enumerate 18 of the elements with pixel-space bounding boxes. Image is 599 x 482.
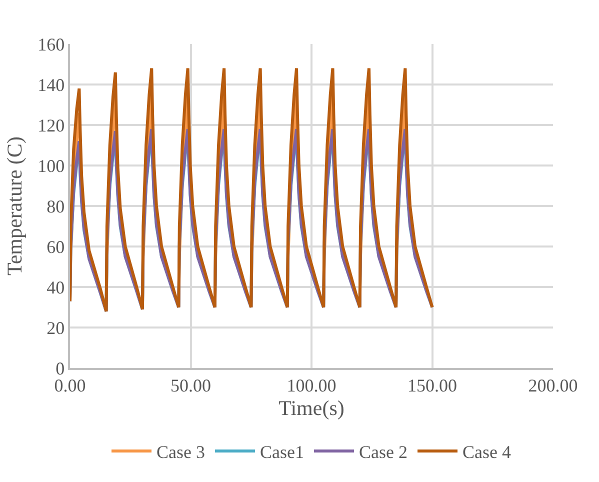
y-tick-label: 60 — [46, 236, 65, 257]
legend-label: Case1 — [260, 442, 304, 462]
y-tick-label: 160 — [38, 34, 65, 54]
x-tick-label: 200.00 — [528, 375, 578, 396]
x-axis-title: Time(s) — [278, 396, 344, 420]
x-tick-label: 50.00 — [170, 375, 211, 396]
y-tick-label: 40 — [46, 277, 65, 298]
legend-label: Case 2 — [359, 442, 408, 462]
y-tick-label: 20 — [46, 318, 65, 338]
y-tick-label: 100 — [38, 156, 65, 176]
legend-label: Case 4 — [462, 442, 511, 462]
y-tick-label: 120 — [38, 115, 65, 136]
legend-label: Case 3 — [156, 442, 205, 462]
x-tick-label: 100.00 — [286, 375, 336, 396]
y-tick-label: 140 — [38, 74, 65, 95]
x-tick-label: 150.00 — [408, 375, 457, 396]
y-axis-title: Temperature (C) — [2, 136, 26, 276]
y-tick-label: 80 — [46, 196, 65, 216]
